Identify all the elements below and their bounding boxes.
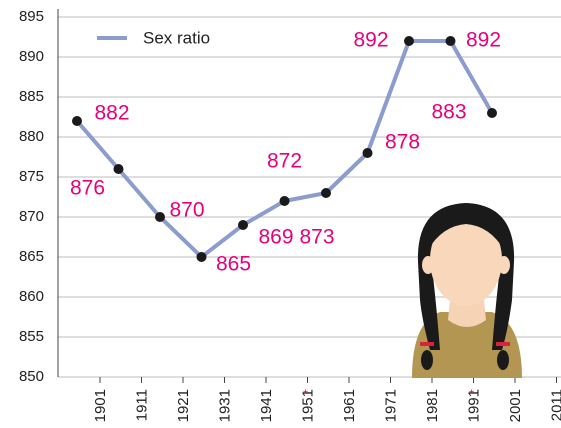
y-tick-label: 865 [19, 248, 44, 265]
y-tick-label: 880 [19, 128, 44, 145]
y-tick-label: 885 [19, 88, 44, 105]
data-point [238, 220, 248, 230]
data-label: 882 [94, 102, 129, 125]
y-tick-label: 890 [19, 48, 44, 65]
x-tick-label: 1961 [341, 389, 358, 422]
x-tick-label: 1991 [465, 389, 482, 422]
x-tick-label: 1901 [92, 389, 109, 422]
y-tick-label: 870 [19, 208, 44, 225]
legend-label: Sex ratio [143, 28, 210, 47]
x-tick-label: 1941 [258, 389, 275, 422]
x-tick-label: 1921 [175, 389, 192, 422]
x-tick-label: 1931 [216, 389, 233, 422]
data-point [362, 148, 373, 158]
data-point [155, 212, 165, 222]
data-point [113, 164, 124, 174]
y-tick-label: 895 [19, 8, 44, 25]
data-point [196, 252, 207, 262]
data-label: 872 [267, 150, 302, 173]
x-tick-label: 1971 [382, 389, 399, 422]
y-tick-label: 855 [19, 328, 44, 345]
data-point [445, 36, 456, 46]
data-point [321, 188, 331, 198]
y-tick-label: 850 [19, 368, 44, 385]
girl-illustration [412, 203, 522, 378]
x-tick-label: 1951 [299, 389, 316, 422]
x-tick-label: 2011 [548, 389, 561, 421]
x-tick-label: 2001 [507, 389, 524, 422]
data-label: 892 [353, 29, 388, 52]
data-label: 865 [216, 253, 251, 276]
data-label: 878 [385, 131, 420, 154]
data-point [279, 196, 290, 206]
x-tick-label: 1911 [133, 389, 150, 421]
data-label: 870 [169, 199, 204, 222]
category-note: * [303, 386, 308, 401]
data-point [487, 108, 497, 118]
data-point [404, 36, 414, 46]
data-label: 892 [466, 29, 501, 52]
y-tick-label: 875 [19, 168, 44, 185]
data-label: 883 [431, 101, 466, 124]
category-note: * [469, 386, 474, 401]
data-point [72, 116, 82, 126]
x-tick-label: 1981 [424, 389, 441, 422]
data-label: 869 [258, 226, 293, 249]
data-label: 873 [299, 226, 334, 249]
y-tick-label: 860 [19, 288, 44, 305]
data-label: 876 [70, 177, 105, 200]
